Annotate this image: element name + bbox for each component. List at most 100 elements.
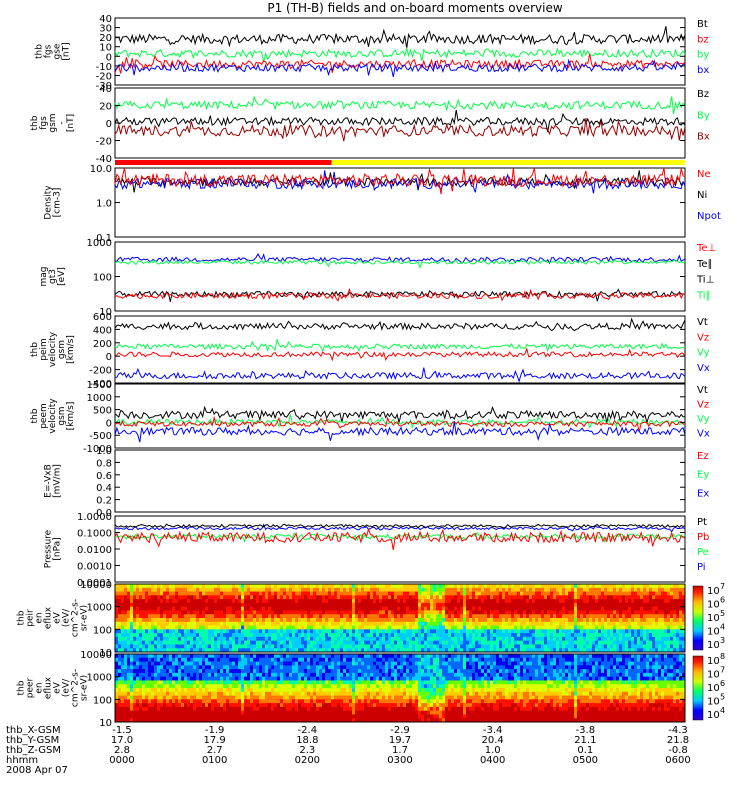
spectrogram-cell [199, 699, 203, 704]
spectrogram-cell [157, 699, 161, 704]
spectrogram-cell [547, 606, 551, 611]
spectrogram-cell [397, 599, 401, 604]
spectrogram-cell [439, 648, 443, 653]
spectrogram-cell [259, 614, 263, 619]
spectrogram-cell [613, 614, 617, 619]
spectrogram-cell [256, 654, 260, 659]
spectrogram-cell [481, 599, 485, 604]
spectrogram-cell [295, 695, 299, 700]
spectrogram-cell [601, 648, 605, 653]
spectrogram-cell [514, 644, 518, 649]
spectrogram-cell [451, 587, 455, 592]
spectrogram-cell [148, 614, 152, 619]
spectrogram-cell [337, 606, 341, 611]
spectrogram-cell [403, 602, 407, 608]
spectrogram-cell [157, 648, 161, 653]
spectrogram-cell [181, 648, 185, 653]
spectrogram-cell [166, 706, 170, 712]
spectrogram-cell [613, 648, 617, 653]
spectrogram-cell [274, 699, 278, 704]
spectrogram-cell [184, 602, 188, 608]
spectrogram-cell [475, 584, 479, 589]
spectrogram-cell [544, 591, 548, 596]
y-axis-label-line: thb [35, 44, 45, 59]
spectrogram-cell [289, 657, 293, 662]
spectrogram-cell [229, 584, 233, 589]
spectrogram-cell [355, 602, 359, 608]
spectrogram-cell [304, 636, 308, 642]
spectrogram-cell [412, 625, 416, 630]
spectrogram-cell [262, 718, 266, 723]
spectrogram-cell [667, 587, 671, 592]
spectrogram-cell [238, 633, 242, 638]
spectrogram-cell [226, 699, 230, 704]
spectrogram-cell [199, 633, 203, 638]
spectrogram-cell [628, 625, 632, 630]
spectrogram-cell [181, 706, 185, 712]
panel-pressure: PtPbPePi1.00000.10000.01000.00100.0001Pr… [44, 512, 710, 589]
spectrogram-cell [535, 644, 539, 649]
spectrogram-cell [232, 644, 236, 649]
spectrogram-cell [514, 584, 518, 589]
spectrogram-cell [232, 691, 236, 696]
spectrogram-cell [196, 640, 200, 645]
spectrogram-cell [664, 584, 668, 589]
spectrogram-cell [574, 640, 578, 645]
spectrogram-cell [361, 648, 365, 653]
spectrogram-cell [232, 640, 236, 645]
spectrogram-cell [205, 684, 209, 689]
spectrogram-cell [580, 618, 584, 623]
spectrogram-cell [175, 591, 179, 596]
spectrogram-cell [280, 706, 284, 712]
spectrogram-cell [544, 644, 548, 649]
spectrogram-cell [139, 718, 143, 723]
spectrogram-cell [268, 610, 272, 615]
series-line-Ni [114, 170, 686, 193]
series-line-Vy [114, 414, 686, 430]
spectrogram-cell [325, 606, 329, 611]
spectrogram-cell [316, 602, 320, 608]
spectrogram-cell [586, 640, 590, 645]
spectrogram-cell [271, 672, 275, 678]
spectrogram-cell [388, 599, 392, 604]
spectrogram-cell [616, 633, 620, 638]
y-tick-label: 1.0000 [77, 512, 112, 523]
spectrogram-cell [589, 640, 593, 645]
spectrogram-cell [130, 648, 134, 653]
spectrogram-cell [184, 691, 188, 696]
spectrogram-cell [676, 648, 680, 653]
spectrogram-cell [241, 644, 245, 649]
spectrogram-cell [208, 648, 212, 653]
spectrogram-cell [286, 636, 290, 642]
spectrogram-cell [541, 618, 545, 623]
spectrogram-cell [127, 714, 131, 719]
spectrogram-cell [256, 625, 260, 630]
spectrogram-cell [253, 610, 257, 615]
spectrogram-cell [214, 676, 218, 681]
spectrogram-cell [679, 610, 683, 615]
spectrogram-cell [295, 591, 299, 596]
spectrogram-cell [277, 688, 281, 693]
spectrogram-cell [640, 633, 644, 638]
spectrogram-cell [121, 584, 125, 589]
spectrogram-cell [148, 644, 152, 649]
spectrogram-cell [619, 595, 623, 600]
spectrogram-cell [439, 644, 443, 649]
spectrogram-cell [499, 584, 503, 589]
spectrogram-cell [577, 602, 581, 608]
spectrogram-cell [187, 621, 191, 626]
spectrogram-cell [310, 636, 314, 642]
spectrogram-cell [199, 640, 203, 645]
spectrogram-cell [205, 591, 209, 596]
spectrogram-cell [304, 610, 308, 615]
colorbar-tick-exponent: 6 [720, 596, 725, 605]
spectrogram-cell [625, 606, 629, 611]
spectrogram-cell [322, 665, 326, 670]
spectrogram-cell [241, 699, 245, 704]
spectrogram-cell [286, 584, 290, 589]
spectrogram-cell [325, 657, 329, 662]
spectrogram-cell [190, 595, 194, 600]
spectrogram-cell [598, 587, 602, 592]
spectrogram-cell [631, 595, 635, 600]
spectrogram-cell [172, 665, 176, 670]
